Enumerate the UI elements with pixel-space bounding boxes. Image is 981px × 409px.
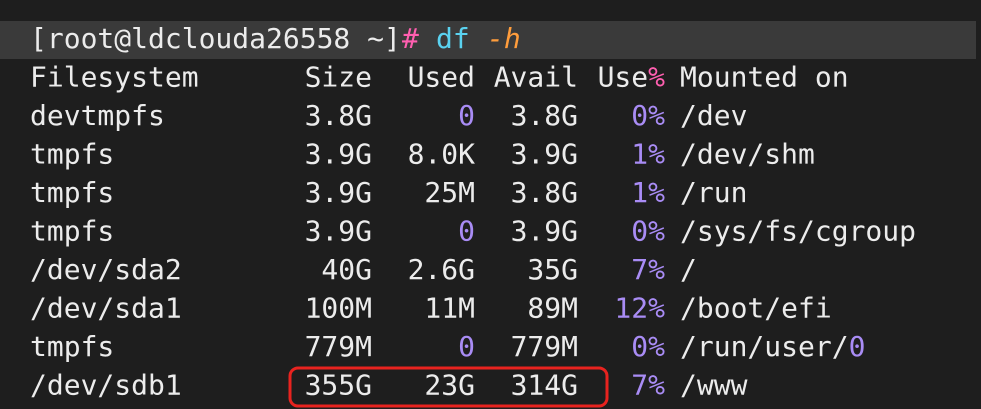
prompt-user-host: [root@ldclouda26558 ~] <box>30 22 401 55</box>
mount-point: /www <box>680 369 748 402</box>
header-cell: Avail <box>494 61 578 94</box>
filesystem: tmpfs <box>30 138 114 171</box>
use-percent: 12% <box>614 292 665 325</box>
avail: 314G <box>511 369 578 402</box>
header-cell: Mounted on <box>680 61 849 94</box>
size: 40G <box>321 253 372 286</box>
header-cell: Used <box>408 61 475 94</box>
use-percent: 1% <box>631 176 665 209</box>
command: df <box>436 22 470 55</box>
command-flag: -h <box>487 22 521 55</box>
filesystem: tmpfs <box>30 330 114 363</box>
header-cell: Use% <box>598 61 666 94</box>
filesystem: tmpfs <box>30 176 114 209</box>
use-percent: 0% <box>631 215 665 248</box>
size: 3.9G <box>305 215 372 248</box>
used: 23G <box>424 369 475 402</box>
filesystem: devtmpfs <box>30 99 165 132</box>
size: 355G <box>305 369 372 402</box>
used: 8.0K <box>408 138 476 171</box>
header-cell: Size <box>305 61 372 94</box>
filesystem: tmpfs <box>30 215 114 248</box>
mount-point: /dev <box>680 99 747 132</box>
avail: 35G <box>527 253 578 286</box>
used: 0 <box>458 215 475 248</box>
use-percent: 1% <box>631 138 665 171</box>
use-percent: 7% <box>631 369 665 402</box>
used: 11M <box>424 292 475 325</box>
prompt-symbol: # <box>402 22 419 55</box>
use-percent: 0% <box>631 99 665 132</box>
highlight-box <box>288 366 609 408</box>
size: 100M <box>305 292 372 325</box>
prompt-highlight <box>0 21 976 59</box>
mount-point: /boot/efi <box>680 292 832 325</box>
mount-point: /run/user/0 <box>680 330 865 363</box>
header-cell: Filesystem <box>30 61 199 94</box>
filesystem: /dev/sda1 <box>30 292 182 325</box>
avail: 3.8G <box>511 176 578 209</box>
filesystem: /dev/sda2 <box>30 253 182 286</box>
used: 2.6G <box>408 253 475 286</box>
avail: 3.9G <box>511 138 578 171</box>
mount-point: / <box>680 253 697 286</box>
mount-point: /sys/fs/cgroup <box>680 215 916 248</box>
use-percent: 0% <box>631 330 665 363</box>
avail: 89M <box>527 292 578 325</box>
used: 0 <box>458 99 475 132</box>
avail: 779M <box>511 330 578 363</box>
used: 0 <box>458 330 475 363</box>
mount-point: /dev/shm <box>680 138 815 171</box>
mount-point: /run <box>680 176 747 209</box>
size: 3.8G <box>305 99 372 132</box>
used: 25M <box>424 176 475 209</box>
avail: 3.8G <box>511 99 578 132</box>
use-percent: 7% <box>631 253 665 286</box>
avail: 3.9G <box>511 215 578 248</box>
size: 3.9G <box>305 176 372 209</box>
filesystem: /dev/sdb1 <box>30 369 182 402</box>
size: 779M <box>305 330 372 363</box>
size: 3.9G <box>305 138 372 171</box>
